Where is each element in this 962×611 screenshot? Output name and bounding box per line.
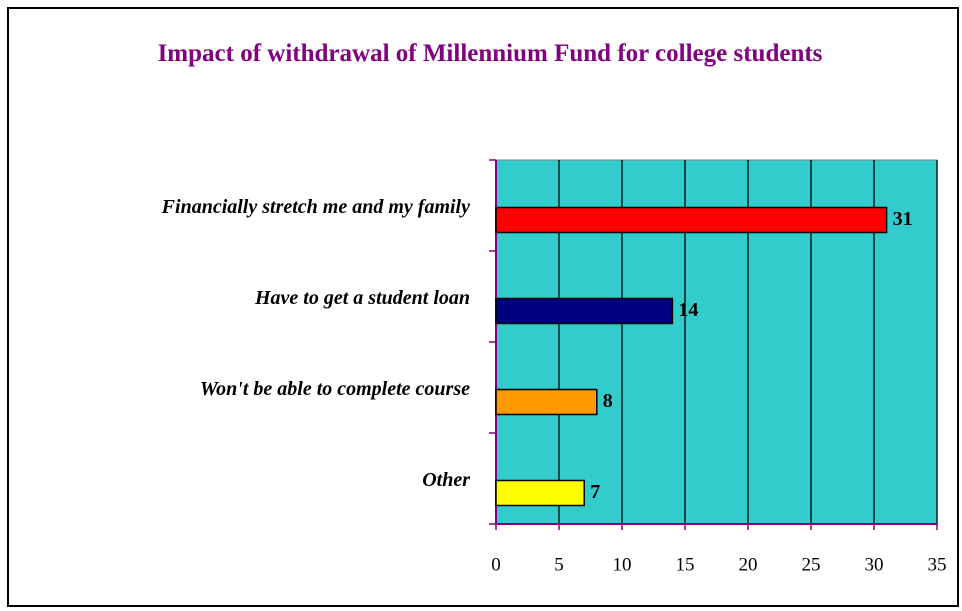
- y-tick-label: Have to get a student loan: [254, 287, 470, 309]
- bar: [495, 479, 585, 507]
- value-label: 14: [678, 299, 698, 321]
- value-label: 7: [590, 481, 600, 503]
- x-tick-label: 0: [491, 554, 501, 575]
- value-label: 31: [893, 208, 913, 230]
- y-tick-label: Won't be able to complete course: [200, 378, 470, 400]
- y-tick-label: Other: [422, 469, 470, 491]
- bar: [495, 206, 888, 234]
- x-tick-label: 20: [739, 554, 758, 575]
- value-label: 8: [603, 390, 613, 412]
- bar: [495, 388, 598, 416]
- y-tick-label: Financially stretch me and my family: [161, 196, 470, 218]
- x-tick-label: 25: [802, 554, 821, 575]
- x-tick-label: 5: [554, 554, 564, 575]
- x-tick-label: 30: [865, 554, 884, 575]
- x-tick-label: 10: [613, 554, 632, 575]
- x-tick-label: 15: [676, 554, 695, 575]
- bar: [495, 297, 674, 325]
- chart-title: Impact of withdrawal of Millennium Fund …: [157, 40, 823, 67]
- x-tick-label: 35: [928, 554, 947, 575]
